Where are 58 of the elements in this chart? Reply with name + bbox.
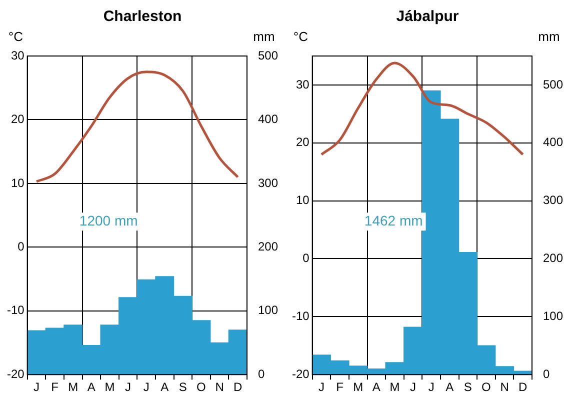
x-tick-label: A: [160, 380, 169, 394]
annotation: 1462 mm: [364, 212, 423, 229]
chart-title: Charleston: [103, 8, 182, 26]
y-tick-label: -10: [292, 308, 310, 323]
y2-tick-label: 100: [542, 308, 564, 323]
y-tick-label: 30: [10, 48, 25, 62]
y2-tick-label: 300: [542, 193, 564, 208]
x-tick-label: M: [104, 380, 115, 394]
x-tick-label: A: [87, 380, 96, 394]
y2-tick-label: 500: [542, 77, 564, 92]
x-tick-label: S: [464, 380, 472, 394]
x-tick-label: M: [68, 380, 78, 394]
x-tick-label: J: [143, 380, 150, 394]
x-tick-label: J: [410, 380, 416, 394]
y2-tick-label: 200: [258, 239, 278, 254]
y2-tick-label: 500: [258, 48, 278, 62]
y-axis-title: °C: [293, 29, 308, 44]
x-tick-label: N: [500, 380, 509, 394]
y-tick-label: 20: [296, 135, 310, 150]
y2-tick-label: 0: [542, 366, 550, 381]
y-tick-label: 20: [10, 112, 25, 126]
line-series: [320, 62, 524, 156]
y-tick-label: 0: [18, 239, 25, 254]
y2-tick-label: 200: [542, 251, 564, 266]
x-tick-label: D: [233, 380, 242, 394]
x-tick-label: J: [33, 380, 40, 394]
y-tick-label: 10: [10, 176, 25, 190]
x-tick-label: J: [428, 380, 434, 394]
y2-tick-label: 100: [258, 303, 278, 318]
x-tick-label: F: [51, 380, 58, 394]
y2-tick-label: 0: [258, 366, 265, 381]
y-axis-title: °C: [8, 29, 23, 44]
x-tick-label: F: [336, 380, 344, 394]
y-tick-label: -20: [292, 366, 310, 381]
x-tick-label: O: [196, 380, 206, 394]
y2-tick-label: 400: [542, 135, 564, 150]
x-tick-label: M: [353, 380, 364, 394]
annotation: 1200 mm: [79, 212, 138, 229]
x-tick-label: J: [318, 380, 324, 394]
x-tick-label: N: [215, 380, 224, 394]
y-tick-label: 0: [302, 251, 310, 266]
y2-tick-label: 300: [258, 176, 278, 190]
y2-tick-label: 400: [258, 112, 278, 126]
y-tick-label: 10: [296, 193, 310, 208]
y-tick-label: -20: [7, 366, 25, 381]
chart-title: Jábalpur: [396, 8, 459, 26]
x-tick-label: S: [178, 380, 187, 394]
x-tick-label: A: [446, 380, 454, 394]
y2-axis-title: mm: [253, 29, 275, 44]
y2-axis-title: mm: [538, 29, 560, 44]
x-tick-label: J: [125, 380, 132, 394]
x-tick-label: A: [372, 380, 380, 394]
y-tick-label: 30: [296, 77, 310, 92]
x-tick-label: M: [390, 380, 400, 394]
x-tick-label: O: [482, 380, 491, 394]
line-series: [35, 70, 240, 183]
y-tick-label: -10: [7, 303, 25, 318]
x-tick-label: D: [518, 380, 528, 394]
